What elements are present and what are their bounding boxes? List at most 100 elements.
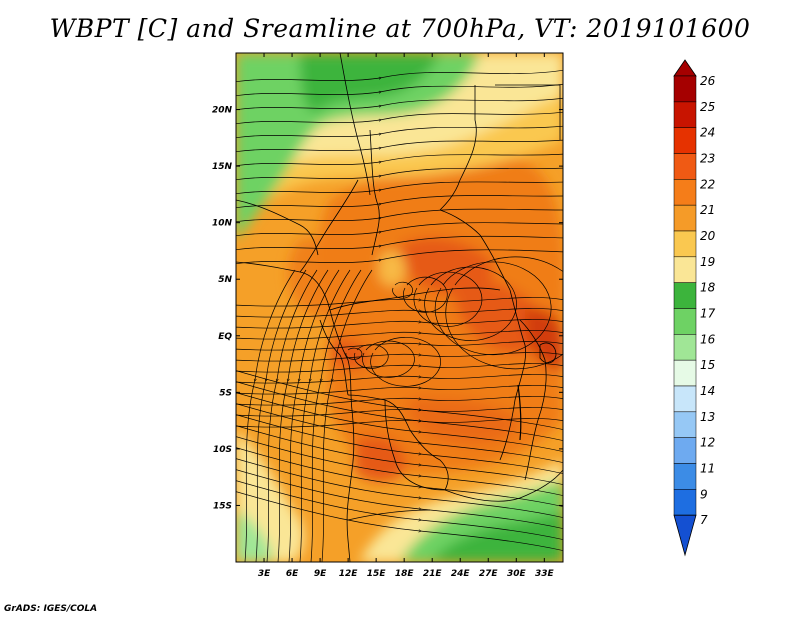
lat-tick-label: 20N bbox=[212, 106, 233, 116]
longitude-axis: 3E 6E 9E 12E 15E 18E 21E 24E 27E 30E 33E bbox=[258, 53, 554, 579]
colorbar-swatch bbox=[673, 256, 697, 283]
lat-tick-label: 15S bbox=[213, 501, 232, 511]
border-cameroon bbox=[299, 179, 359, 273]
streamline bbox=[299, 269, 351, 562]
colorbar-label: 13 bbox=[700, 410, 715, 424]
border-drc-angola bbox=[347, 394, 449, 491]
lat-tick-label: 5N bbox=[218, 275, 232, 285]
streamline bbox=[236, 249, 563, 265]
streamline bbox=[353, 344, 389, 369]
streamline bbox=[244, 269, 296, 562]
streamline bbox=[236, 374, 563, 384]
border-zambia-south bbox=[444, 469, 563, 502]
streamline bbox=[236, 469, 563, 529]
streamlines bbox=[236, 69, 563, 562]
streamline bbox=[236, 370, 563, 430]
border-chad-sudan bbox=[369, 129, 380, 256]
streamline bbox=[370, 337, 441, 387]
streamline bbox=[236, 125, 563, 139]
streamline bbox=[236, 208, 563, 223]
streamline bbox=[236, 222, 563, 237]
streamline bbox=[236, 392, 563, 452]
border-east-coast bbox=[495, 84, 561, 140]
streamline bbox=[236, 83, 563, 97]
colorbar-swatch bbox=[673, 230, 697, 258]
streamline bbox=[266, 269, 318, 562]
streamline bbox=[445, 256, 563, 370]
streamline bbox=[255, 269, 307, 562]
streamline bbox=[236, 363, 563, 373]
lat-tick-label: 15N bbox=[212, 162, 233, 172]
colorbar-swatch bbox=[673, 204, 697, 232]
colorbar-label: 26 bbox=[700, 74, 716, 88]
streamline bbox=[236, 381, 563, 441]
wbpt-band-20-ring bbox=[378, 251, 406, 287]
lat-tick-label: EQ bbox=[218, 332, 232, 342]
border-drc-east bbox=[499, 289, 527, 461]
lake-victoria bbox=[539, 342, 557, 364]
political-borders bbox=[236, 53, 563, 562]
lat-tick-label: 5S bbox=[219, 388, 232, 398]
wbpt-band-22-west bbox=[288, 238, 352, 319]
colorbar-label: 14 bbox=[700, 384, 715, 398]
streamline bbox=[236, 69, 563, 83]
colorbar-swatch bbox=[673, 359, 697, 387]
lon-tick-label: 21E bbox=[423, 569, 443, 579]
streamline bbox=[236, 385, 563, 395]
streamline bbox=[236, 97, 563, 111]
wbpt-band-23-lakes bbox=[525, 308, 563, 371]
colorbar-swatch bbox=[673, 411, 697, 438]
streamline bbox=[236, 319, 563, 329]
colorbar-label: 17 bbox=[700, 307, 716, 321]
streamline bbox=[236, 330, 563, 340]
colorbar-swatch bbox=[673, 437, 697, 464]
colorbar-label: 15 bbox=[700, 358, 715, 372]
wbpt-band-18-north bbox=[300, 53, 440, 112]
chart-title: WBPT [C] and Sreamline at 700hPa, VT: 20… bbox=[49, 14, 751, 43]
streamline bbox=[310, 269, 362, 562]
colorbar-label: 12 bbox=[700, 436, 715, 450]
colorbar-label: 22 bbox=[700, 177, 715, 191]
lon-tick-label: 3E bbox=[258, 569, 271, 579]
map-plot-area bbox=[236, 53, 563, 562]
streamline bbox=[236, 308, 563, 318]
lon-tick-label: 24E bbox=[451, 569, 471, 579]
wbpt-band-23-south bbox=[355, 436, 406, 482]
colorbar-label: 7 bbox=[700, 513, 708, 527]
streamline bbox=[236, 235, 563, 251]
streamline bbox=[236, 491, 563, 551]
colorbar-swatch bbox=[673, 308, 697, 335]
streamline bbox=[236, 167, 563, 181]
lat-tick-label: 10S bbox=[213, 445, 232, 455]
wbpt-band-19-northeast bbox=[477, 53, 563, 89]
wbpt-band-17-west bbox=[236, 106, 281, 225]
colorbar-label: 9 bbox=[700, 487, 708, 501]
streamline bbox=[236, 195, 563, 209]
lake-tanganyika bbox=[517, 384, 522, 441]
streamline bbox=[277, 269, 329, 562]
streamline bbox=[345, 347, 363, 360]
coastline-gulf-of-guinea bbox=[236, 261, 355, 562]
colorbar-label: 23 bbox=[700, 152, 715, 166]
streamline bbox=[236, 139, 563, 153]
map-frame bbox=[235, 52, 564, 563]
border-sudan-east bbox=[439, 85, 477, 211]
border-congo-gabon bbox=[319, 319, 349, 396]
colorbar-label: 19 bbox=[700, 255, 715, 269]
colorbar-swatch bbox=[673, 179, 697, 206]
border-nigeria bbox=[236, 199, 319, 256]
streamline bbox=[236, 341, 563, 351]
colorbar-swatch bbox=[673, 463, 697, 490]
streamline bbox=[288, 269, 340, 562]
streamline bbox=[236, 111, 563, 125]
streamline bbox=[413, 271, 483, 327]
lat-tick-label: 10N bbox=[212, 219, 233, 229]
colorbar-label: 24 bbox=[700, 126, 715, 140]
streamline bbox=[236, 458, 563, 518]
streamline bbox=[392, 281, 413, 299]
latitude-axis: 20N 15N 10N 5N EQ 5S 10S 15S bbox=[212, 106, 563, 511]
colorbar-label: 11 bbox=[700, 462, 715, 476]
colorbar-swatch bbox=[673, 489, 697, 516]
colorbar-label: 21 bbox=[700, 203, 715, 217]
